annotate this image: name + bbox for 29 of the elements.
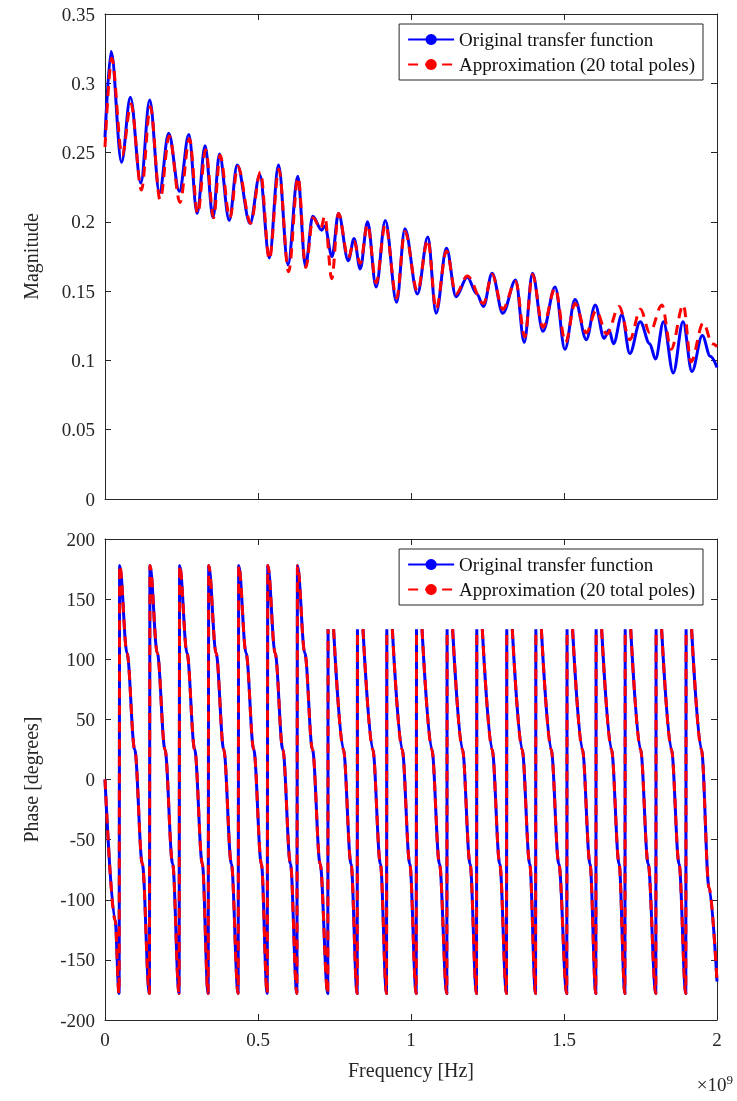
y-tick-label: -100 [60,889,95,911]
y-tick-label: -150 [60,949,95,971]
y-tick-label: 0.35 [61,3,95,25]
y-tick-label: 0.05 [61,419,95,441]
x-tick-label: 1.5 [552,1029,576,1050]
legend-label: Approximation (20 total poles) [459,54,696,76]
y-tick-label: 150 [66,588,95,610]
y-tick-label: 50 [76,708,95,730]
legend-label: Approximation (20 total poles) [459,579,696,601]
y-axis-title: Magnitude [20,213,43,300]
y-axis-title: Phase [degrees] [20,716,43,843]
y-tick-label: 0.2 [71,211,95,233]
y-tick-label: 0.15 [61,280,95,302]
legend-label: Original transfer function [459,29,654,50]
y-tick-label: -50 [69,829,95,851]
y-tick-label: 100 [66,648,95,670]
x-tick-label: 0 [100,1029,110,1050]
y-tick-label: 0.1 [71,349,95,371]
x-tick-label: 0.5 [246,1029,270,1050]
y-tick-label: 0.3 [71,72,95,94]
x-axis-title: Frequency [Hz] [347,1059,475,1082]
y-tick-label: -200 [60,1009,95,1031]
x-tick-label: 2 [712,1029,722,1050]
legend-label: Original transfer function [459,554,654,575]
x-tick-label: 1 [406,1029,416,1050]
y-tick-label: 0.25 [61,142,95,164]
y-tick-label: 200 [66,528,95,550]
y-tick-label: 0 [85,769,95,790]
y-tick-label: 0 [85,488,95,510]
